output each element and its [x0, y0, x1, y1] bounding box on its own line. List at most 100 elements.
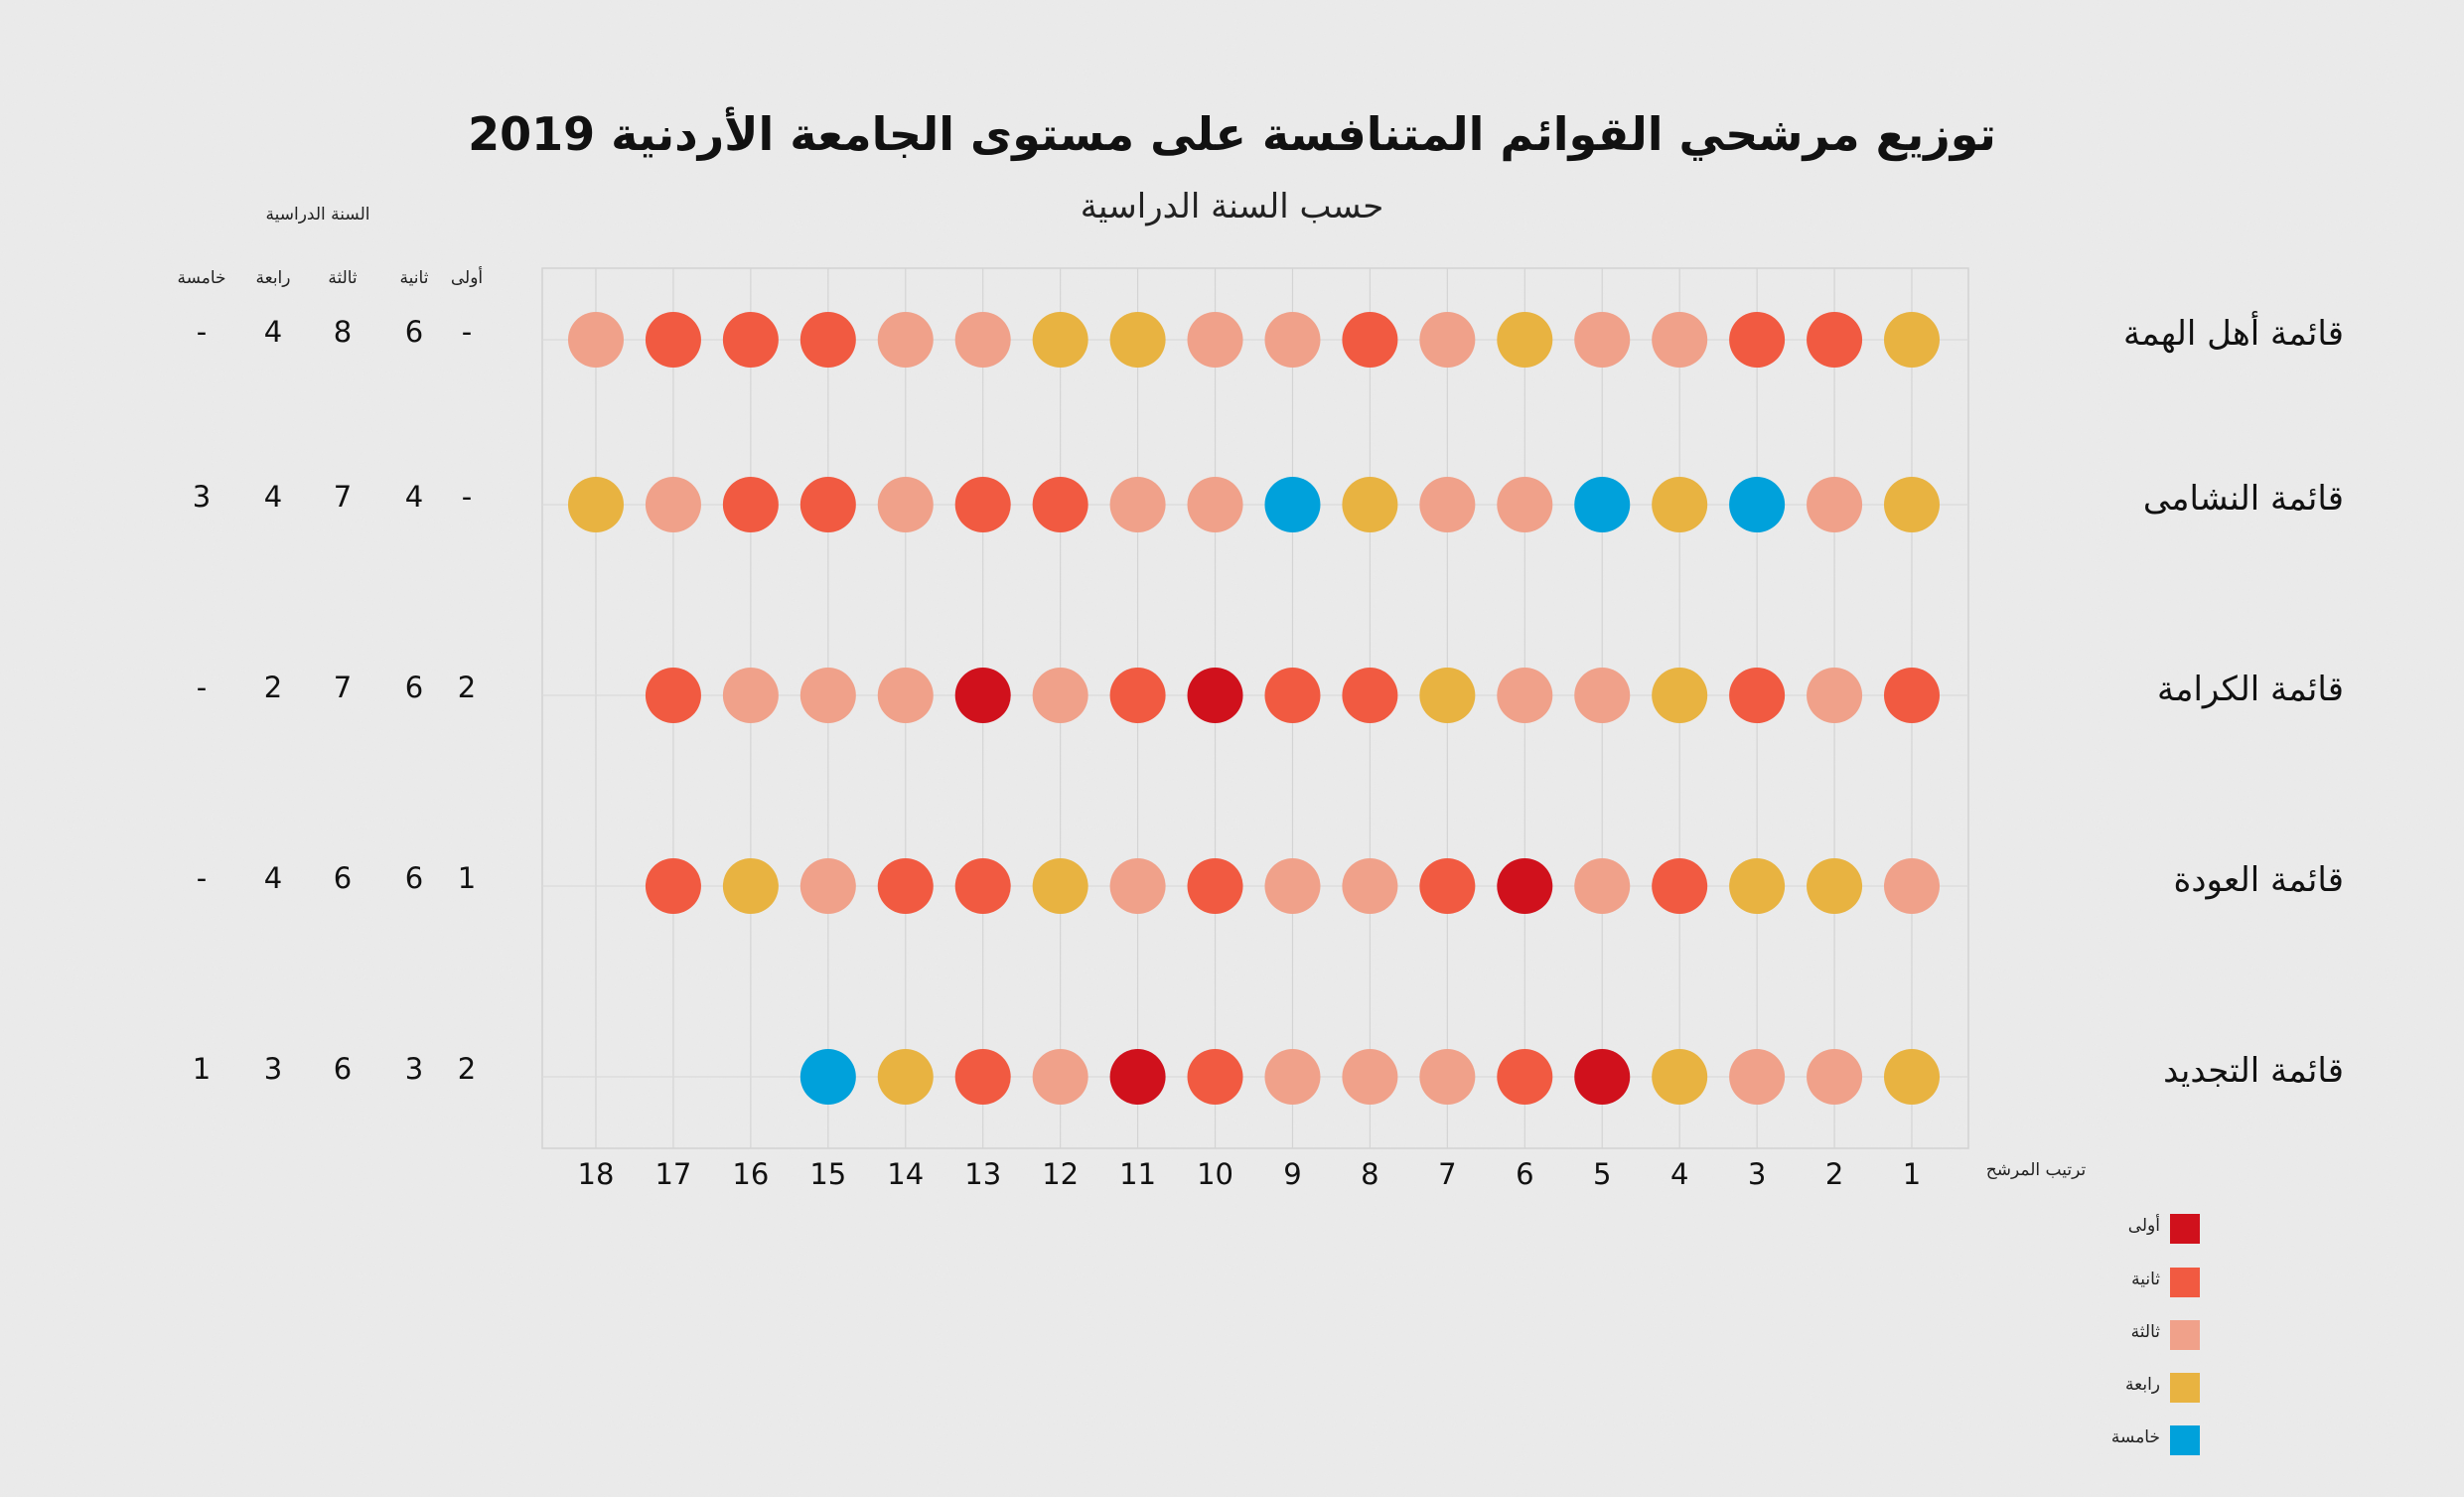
- legend-item: أولى: [2066, 1210, 2205, 1250]
- candidate-dot: [1807, 477, 1863, 532]
- candidate-dot: [1574, 858, 1631, 914]
- year-count-cell: 4: [263, 315, 283, 349]
- year-count-cell: 6: [404, 315, 424, 349]
- candidate-dot: [1652, 1049, 1708, 1105]
- candidate-dot: [1187, 1049, 1243, 1105]
- candidate-dot: [1032, 668, 1088, 723]
- x-tick-label: 9: [1283, 1157, 1301, 1191]
- candidate-dot: [1729, 668, 1786, 723]
- year-count-cell: 1: [192, 1052, 212, 1086]
- candidate-dot: [799, 1049, 856, 1105]
- x-tick-label: 15: [809, 1157, 846, 1191]
- x-tick-label: 2: [1825, 1157, 1843, 1191]
- candidate-dot: [1574, 668, 1631, 723]
- year-count-cell: 6: [333, 861, 353, 895]
- candidate-dot: [1342, 668, 1398, 723]
- candidate-dot: [954, 858, 1011, 914]
- x-axis-title: ترتيب المرشح: [1985, 1160, 2087, 1180]
- year-column-header: ثالثة: [328, 268, 358, 288]
- chart-title: توزيع مرشحي القوائم المتنافسة على مستوى …: [468, 107, 1996, 161]
- x-tick-label: 17: [654, 1157, 691, 1191]
- list-name-label: قائمة العودة: [2173, 860, 2345, 900]
- candidate-dot: [1884, 477, 1940, 532]
- year-count-cell: -: [196, 861, 208, 895]
- year-count-cell: 6: [404, 671, 424, 704]
- legend-swatch: [2170, 1268, 2200, 1297]
- candidate-dot: [1652, 858, 1708, 914]
- legend-swatch: [2170, 1425, 2200, 1455]
- candidate-dot: [1264, 858, 1321, 914]
- candidate-dot: [1497, 312, 1553, 368]
- x-tick-label: 12: [1042, 1157, 1079, 1191]
- candidate-dot: [877, 1049, 934, 1105]
- candidate-dot: [1419, 477, 1476, 532]
- candidate-dot: [1419, 668, 1476, 723]
- x-tick-label: 6: [1516, 1157, 1533, 1191]
- year-column-header: ثانية: [399, 268, 429, 288]
- legend-swatch: [2170, 1373, 2200, 1403]
- list-name-label: قائمة الكرامة: [2157, 670, 2344, 709]
- candidate-dot: [1419, 312, 1476, 368]
- candidate-dot: [877, 312, 934, 368]
- year-count-cell: 3: [404, 1052, 424, 1086]
- candidate-dot: [1264, 312, 1321, 368]
- candidate-dot: [1109, 858, 1166, 914]
- year-count-cell: 7: [333, 671, 353, 704]
- candidate-dot: [877, 858, 934, 914]
- candidate-dot: [1729, 858, 1786, 914]
- legend-label: ثانية: [2131, 1270, 2160, 1289]
- x-tick-label: 11: [1119, 1157, 1156, 1191]
- candidate-dot: [722, 668, 779, 723]
- candidate-dot: [1342, 312, 1398, 368]
- candidate-dot: [1497, 1049, 1553, 1105]
- x-tick-label: 16: [732, 1157, 769, 1191]
- candidate-dot: [1032, 312, 1088, 368]
- x-tick-label: 13: [964, 1157, 1001, 1191]
- candidate-dot: [1032, 1049, 1088, 1105]
- year-count-cell: 2: [263, 671, 283, 704]
- candidate-dot: [1807, 668, 1863, 723]
- candidate-dot: [568, 477, 624, 532]
- legend-label: رابعة: [2125, 1375, 2160, 1395]
- x-tick-label: 1: [1903, 1157, 1921, 1191]
- list-name-label: قائمة التجديد: [2163, 1051, 2344, 1091]
- legend-swatch: [2170, 1214, 2200, 1244]
- candidate-dot: [1729, 477, 1786, 532]
- candidate-dot: [954, 1049, 1011, 1105]
- candidate-dot: [1652, 477, 1708, 532]
- year-count-cell: 6: [333, 1052, 353, 1086]
- candidate-dot: [1652, 668, 1708, 723]
- candidate-dot: [1574, 312, 1631, 368]
- candidate-dot: [722, 312, 779, 368]
- legend-item: ثالثة: [2066, 1316, 2205, 1356]
- candidate-dot: [1187, 312, 1243, 368]
- year-column-header: رابعة: [255, 268, 291, 288]
- x-tick-label: 10: [1197, 1157, 1233, 1191]
- candidate-dot: [1187, 668, 1243, 723]
- candidate-dot: [1729, 312, 1786, 368]
- candidate-dot: [568, 312, 624, 368]
- candidate-dot: [1497, 477, 1553, 532]
- year-count-cell: 7: [333, 480, 353, 514]
- candidate-dot: [1574, 1049, 1631, 1105]
- x-tick-label: 8: [1361, 1157, 1378, 1191]
- candidate-dot: [1884, 668, 1940, 723]
- year-count-cell: 2: [457, 1052, 477, 1086]
- candidate-dot: [1342, 858, 1398, 914]
- candidate-dot: [1497, 668, 1553, 723]
- candidate-dot: [1264, 668, 1321, 723]
- candidate-dot: [645, 312, 701, 368]
- candidate-dot: [1032, 858, 1088, 914]
- legend-item: خامسة: [2066, 1422, 2205, 1461]
- candidate-dot: [1109, 668, 1166, 723]
- candidate-dot: [722, 858, 779, 914]
- candidate-dot: [1884, 858, 1940, 914]
- candidate-dot: [1342, 1049, 1398, 1105]
- year-count-cell: 4: [263, 480, 283, 514]
- legend-item: ثانية: [2066, 1264, 2205, 1303]
- year-count-cell: 6: [404, 861, 424, 895]
- candidate-dot: [1109, 477, 1166, 532]
- year-table-title: السنة الدراسية: [265, 205, 370, 225]
